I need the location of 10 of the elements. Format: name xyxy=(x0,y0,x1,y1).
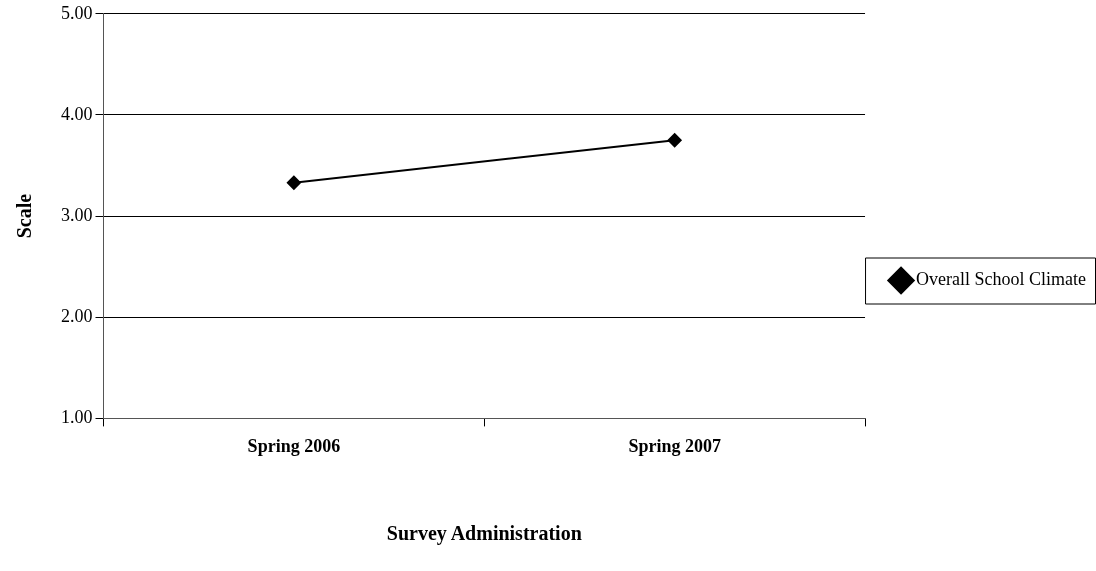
legend-label: Overall School Climate xyxy=(916,269,1087,290)
y-axis-title: Scale xyxy=(13,193,36,239)
y-tick-label: 1.00 xyxy=(61,407,93,428)
y-tick-label: 4.00 xyxy=(61,103,93,124)
x-axis-title: Survey Administration xyxy=(386,522,582,546)
y-tick-label: 5.00 xyxy=(61,2,93,23)
x-tick-label: Spring 2006 xyxy=(247,435,341,456)
x-tick-label: Spring 2007 xyxy=(628,435,721,456)
y-tick-label: 2.00 xyxy=(61,305,93,326)
y-tick-label: 3.00 xyxy=(61,204,93,225)
